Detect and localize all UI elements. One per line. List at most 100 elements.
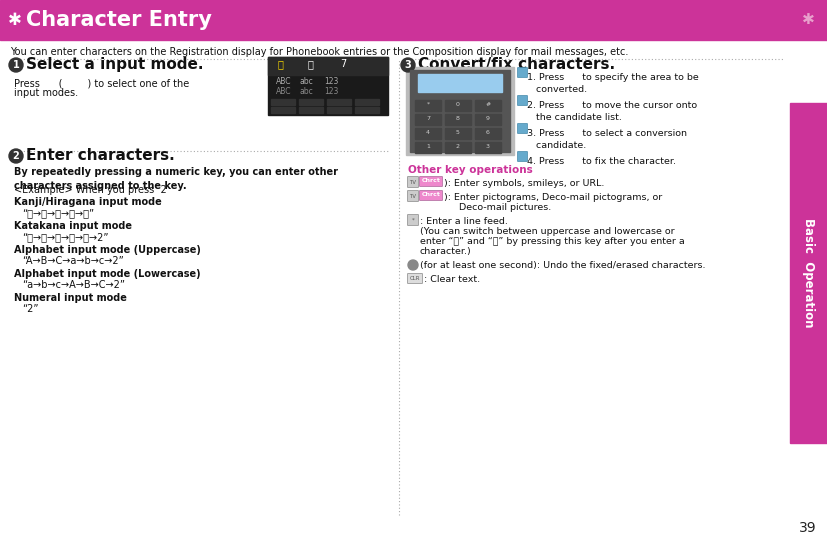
Text: 7: 7 xyxy=(426,116,430,121)
Text: abc: abc xyxy=(300,87,313,97)
Text: input modes.: input modes. xyxy=(14,88,78,98)
FancyBboxPatch shape xyxy=(408,191,418,201)
Text: ✱: ✱ xyxy=(8,11,22,29)
Text: Convert/fix characters.: Convert/fix characters. xyxy=(418,58,615,73)
Circle shape xyxy=(408,260,418,270)
Circle shape xyxy=(401,58,415,72)
Bar xyxy=(271,107,295,113)
Text: TV: TV xyxy=(409,180,417,185)
Circle shape xyxy=(9,149,23,163)
Text: : Enter a line feed.: : Enter a line feed. xyxy=(420,217,508,226)
Text: Character Entry: Character Entry xyxy=(26,10,212,30)
Text: ABC: ABC xyxy=(276,87,291,97)
Text: Deco-mail pictures.: Deco-mail pictures. xyxy=(444,203,552,212)
Text: 7: 7 xyxy=(340,59,347,69)
Text: 2. Press      to move the cursor onto
   the candidate list.: 2. Press to move the cursor onto the can… xyxy=(527,101,697,122)
Bar xyxy=(475,128,501,139)
Bar xyxy=(415,142,441,153)
Text: : Clear text.: : Clear text. xyxy=(424,275,480,284)
Text: enter “゛” and “゜” by pressing this key after you enter a: enter “゛” and “゜” by pressing this key a… xyxy=(420,237,685,246)
Text: “2”: “2” xyxy=(22,304,39,314)
Bar xyxy=(445,100,471,111)
FancyBboxPatch shape xyxy=(408,274,423,283)
Text: 123: 123 xyxy=(324,87,338,97)
FancyBboxPatch shape xyxy=(518,151,528,161)
Bar xyxy=(415,114,441,125)
Bar xyxy=(475,114,501,125)
Text: Basic  Operation: Basic Operation xyxy=(802,218,815,328)
Text: 5: 5 xyxy=(456,129,460,135)
Text: character.): character.) xyxy=(420,247,471,256)
Text: “a→b→c→A→B→C→2”: “a→b→c→A→B→C→2” xyxy=(22,280,125,290)
Text: あ: あ xyxy=(278,59,284,69)
Text: 9: 9 xyxy=(486,116,490,121)
Text: 3. Press      to select a conversion
   candidate.: 3. Press to select a conversion candidat… xyxy=(527,129,687,150)
Bar xyxy=(327,99,351,105)
Text: 39: 39 xyxy=(799,521,817,535)
Text: 1: 1 xyxy=(426,143,430,148)
Bar xyxy=(327,107,351,113)
Bar xyxy=(410,70,510,152)
Text: Alphabet input mode (Lowercase): Alphabet input mode (Lowercase) xyxy=(14,269,201,279)
Text: 6: 6 xyxy=(486,129,490,135)
Text: 2: 2 xyxy=(12,151,19,161)
Text: By repeatedly pressing a numeric key, you can enter other
characters assigned to: By repeatedly pressing a numeric key, yo… xyxy=(14,167,338,191)
Text: CLR: CLR xyxy=(409,275,420,281)
Text: “か→き→く→け→こ”: “か→き→く→け→こ” xyxy=(22,208,94,218)
Text: (You can switch between uppercase and lowercase or: (You can switch between uppercase and lo… xyxy=(420,227,675,236)
Text: 1. Press      to specify the area to be
   converted.: 1. Press to specify the area to be conve… xyxy=(527,73,699,94)
Text: abc: abc xyxy=(300,77,313,85)
Text: Alphabet input mode (Uppercase): Alphabet input mode (Uppercase) xyxy=(14,245,201,255)
FancyBboxPatch shape xyxy=(419,191,442,200)
Text: 2: 2 xyxy=(456,143,460,148)
Text: Select a input mode.: Select a input mode. xyxy=(26,58,203,73)
Text: 4: 4 xyxy=(426,129,430,135)
Text: 4. Press      to fix the character.: 4. Press to fix the character. xyxy=(527,157,676,166)
Bar xyxy=(445,114,471,125)
FancyBboxPatch shape xyxy=(408,176,418,187)
Bar xyxy=(475,100,501,111)
Text: Katakana input mode: Katakana input mode xyxy=(14,221,132,231)
Text: You can enter characters on the Registration display for Phonebook entries or th: You can enter characters on the Registra… xyxy=(10,47,629,57)
Text: (for at least one second): Undo the fixed/erased characters.: (for at least one second): Undo the fixe… xyxy=(420,261,705,270)
Text: Chrct: Chrct xyxy=(422,179,441,184)
Bar xyxy=(406,67,514,155)
Text: ABC: ABC xyxy=(276,77,291,85)
Text: Press      (        ) to select one of the: Press ( ) to select one of the xyxy=(14,78,189,88)
Text: Kanji/Hiragana input mode: Kanji/Hiragana input mode xyxy=(14,197,162,207)
Text: “A→B→C→a→b→c→2”: “A→B→C→a→b→c→2” xyxy=(22,256,124,266)
Text: 8: 8 xyxy=(456,116,460,121)
Text: ): Enter symbols, smileys, or URL.: ): Enter symbols, smileys, or URL. xyxy=(444,179,605,188)
Bar xyxy=(0,0,827,40)
FancyBboxPatch shape xyxy=(518,96,528,105)
Text: 3: 3 xyxy=(486,143,490,148)
Text: Numeral input mode: Numeral input mode xyxy=(14,293,127,303)
Text: 3: 3 xyxy=(404,60,411,70)
Text: 1: 1 xyxy=(12,60,19,70)
Bar xyxy=(475,142,501,153)
Bar xyxy=(418,74,502,92)
Text: #: # xyxy=(485,102,490,106)
Text: Enter characters.: Enter characters. xyxy=(26,148,174,163)
Bar xyxy=(415,128,441,139)
Text: ア: ア xyxy=(308,59,314,69)
Text: <Example> When you press  2: <Example> When you press 2 xyxy=(14,185,167,195)
Text: TV: TV xyxy=(409,193,417,199)
Text: Other key operations: Other key operations xyxy=(408,165,533,175)
Bar xyxy=(355,99,379,105)
Bar xyxy=(445,142,471,153)
FancyBboxPatch shape xyxy=(518,67,528,78)
Text: 123: 123 xyxy=(324,77,338,85)
Text: *: * xyxy=(427,102,429,106)
Text: ✱: ✱ xyxy=(802,12,815,28)
Text: 0: 0 xyxy=(456,102,460,106)
Bar xyxy=(415,100,441,111)
Circle shape xyxy=(9,58,23,72)
Text: ): Enter pictograms, Deco-mail pictograms, or: ): Enter pictograms, Deco-mail pictogram… xyxy=(444,193,662,202)
Bar xyxy=(299,99,323,105)
Bar xyxy=(268,57,388,75)
Text: *: * xyxy=(412,218,414,223)
Bar xyxy=(299,107,323,113)
FancyBboxPatch shape xyxy=(408,214,418,225)
Text: Chrct: Chrct xyxy=(422,193,441,198)
